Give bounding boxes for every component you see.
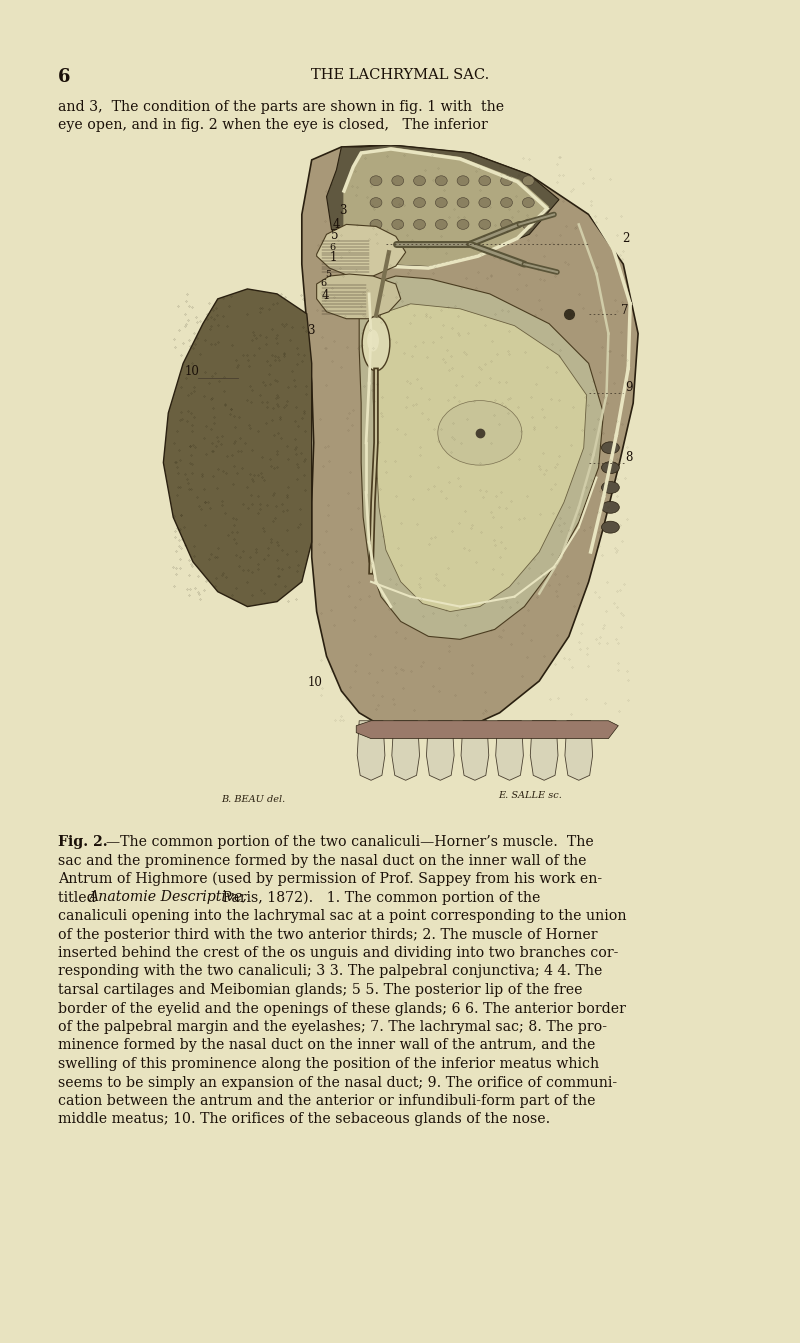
Ellipse shape [392,219,404,230]
Text: 3: 3 [306,324,314,337]
Text: 4: 4 [333,219,340,231]
Text: canaliculi opening into the lachrymal sac at a point corresponding to the union: canaliculi opening into the lachrymal sa… [58,909,626,923]
Ellipse shape [501,176,513,185]
Polygon shape [326,145,559,266]
Text: 10: 10 [308,676,322,689]
Text: 4: 4 [322,289,329,302]
Ellipse shape [479,197,490,208]
Polygon shape [530,721,558,780]
Ellipse shape [435,176,447,185]
Ellipse shape [414,219,426,230]
Ellipse shape [457,219,469,230]
Polygon shape [358,721,385,780]
Text: 6: 6 [330,243,336,252]
Text: 2: 2 [622,232,630,246]
Ellipse shape [362,316,390,371]
Text: and 3,  The condition of the parts are shown in fig. 1 with  the: and 3, The condition of the parts are sh… [58,99,504,114]
Polygon shape [461,721,489,780]
Polygon shape [163,289,312,607]
Polygon shape [373,304,586,611]
Text: 3: 3 [339,204,347,218]
Text: eye open, and in fig. 2 when the eye is closed,   The inferior: eye open, and in fig. 2 when the eye is … [58,118,488,132]
Text: seems to be simply an expansion of the nasal duct; 9. The orifice of communi-: seems to be simply an expansion of the n… [58,1076,617,1089]
Text: cation between the antrum and the anterior or infundibuli-form part of the: cation between the antrum and the anteri… [58,1095,595,1108]
Ellipse shape [479,219,490,230]
Text: THE LACHRYMAL SAC.: THE LACHRYMAL SAC. [311,68,489,82]
Text: responding with the two canaliculi; 3 3. The palpebral conjunctiva; 4 4. The: responding with the two canaliculi; 3 3.… [58,964,602,979]
Text: —The common portion of the two canaliculi—Horner’s muscle.  The: —The common portion of the two canalicul… [106,835,594,849]
Ellipse shape [435,197,447,208]
Text: 1: 1 [330,251,337,265]
Polygon shape [343,146,549,266]
Ellipse shape [392,176,404,185]
Ellipse shape [367,329,379,352]
Text: 10: 10 [185,365,200,379]
Text: B. BEAU del.: B. BEAU del. [221,795,285,804]
Polygon shape [356,721,618,739]
Ellipse shape [457,176,469,185]
Text: Paris, 1872).   1. The common portion of the: Paris, 1872). 1. The common portion of t… [218,890,540,905]
Ellipse shape [457,197,469,208]
Text: Fig. 2.: Fig. 2. [58,835,108,849]
Ellipse shape [370,197,382,208]
Text: of the palpebral margin and the eyelashes; 7. The lachrymal sac; 8. The pro-: of the palpebral margin and the eyelashe… [58,1019,607,1034]
Ellipse shape [602,482,619,493]
Text: border of the eyelid and the openings of these glands; 6 6. The anterior border: border of the eyelid and the openings of… [58,1002,626,1015]
Polygon shape [317,274,401,318]
Text: minence formed by the nasal duct on the inner wall of the antrum, and the: minence formed by the nasal duct on the … [58,1038,595,1053]
Ellipse shape [414,197,426,208]
Ellipse shape [602,521,619,533]
Ellipse shape [479,176,490,185]
Text: 8: 8 [626,451,633,463]
Ellipse shape [602,462,619,474]
Ellipse shape [602,501,619,513]
Ellipse shape [501,197,513,208]
Ellipse shape [435,219,447,230]
Text: Anatomie Descriptive,: Anatomie Descriptive, [88,890,246,904]
Text: swelling of this prominence along the position of the inferior meatus which: swelling of this prominence along the po… [58,1057,599,1070]
Polygon shape [392,721,419,780]
Ellipse shape [522,219,534,230]
Ellipse shape [602,442,619,454]
Text: 5: 5 [330,230,338,242]
Ellipse shape [414,176,426,185]
Ellipse shape [370,176,382,185]
Ellipse shape [522,176,534,185]
Text: of the posterior third with the two anterior thirds; 2. The muscle of Horner: of the posterior third with the two ante… [58,928,598,941]
Ellipse shape [438,400,522,465]
Text: E. SALLE sc.: E. SALLE sc. [498,791,562,800]
Text: inserted behind the crest of the os unguis and dividing into two branches cor-: inserted behind the crest of the os ungu… [58,945,618,960]
Polygon shape [426,721,454,780]
Polygon shape [496,721,523,780]
Text: 7: 7 [622,304,629,317]
Text: titled: titled [58,890,100,904]
Text: 6: 6 [321,279,326,287]
Polygon shape [317,224,406,277]
Text: Antrum of Highmore (used by permission of Prof. Sappey from his work en-: Antrum of Highmore (used by permission o… [58,872,602,886]
Ellipse shape [501,219,513,230]
Text: 5: 5 [326,270,332,279]
Text: tarsal cartilages and Meibomian glands; 5 5. The posterior lip of the free: tarsal cartilages and Meibomian glands; … [58,983,582,997]
Text: sac and the prominence formed by the nasal duct on the inner wall of the: sac and the prominence formed by the nas… [58,854,586,868]
Polygon shape [565,721,593,780]
Text: 6: 6 [58,68,70,86]
Text: middle meatus; 10. The orifices of the sebaceous glands of the nose.: middle meatus; 10. The orifices of the s… [58,1112,550,1127]
Ellipse shape [522,197,534,208]
Ellipse shape [370,219,382,230]
Polygon shape [302,145,638,736]
Ellipse shape [392,197,404,208]
Polygon shape [359,277,603,639]
Text: 9: 9 [626,381,633,395]
